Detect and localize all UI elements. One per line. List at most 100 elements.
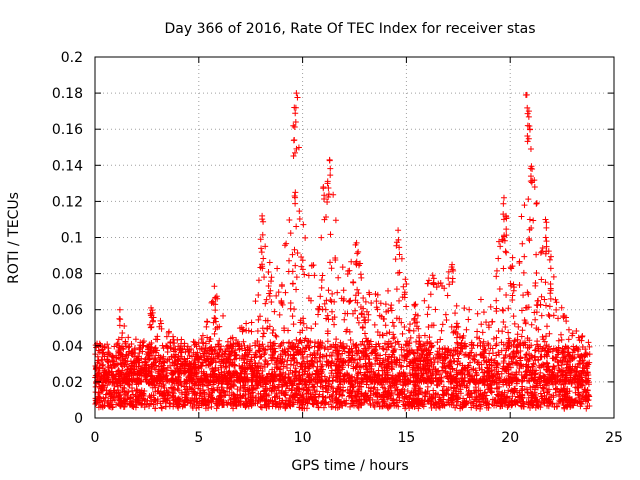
data-point: [299, 405, 306, 412]
data-point: [356, 355, 363, 362]
data-point: [518, 403, 525, 410]
data-point: [111, 396, 118, 403]
data-point: [532, 279, 539, 286]
data-point: [300, 320, 307, 327]
data-point: [407, 349, 414, 356]
data-point: [392, 256, 399, 263]
data-point: [296, 208, 303, 215]
data-point: [284, 357, 291, 364]
data-point: [553, 306, 560, 313]
data-point: [308, 325, 315, 332]
data-point: [167, 339, 174, 346]
data-point: [324, 312, 331, 319]
data-point: [105, 345, 112, 352]
data-point: [287, 230, 294, 237]
data-point: [266, 259, 273, 266]
data-point: [125, 334, 132, 341]
data-point: [150, 392, 157, 399]
data-point: [360, 349, 367, 356]
data-point: [523, 351, 530, 358]
data-point: [547, 295, 554, 302]
data-point: [328, 367, 335, 374]
data-point: [563, 318, 570, 325]
data-point: [332, 217, 339, 224]
data-point: [357, 356, 364, 363]
data-point: [492, 342, 499, 349]
data-point: [169, 384, 176, 391]
data-point: [308, 395, 315, 402]
data-point: [159, 342, 166, 349]
data-point: [503, 292, 510, 299]
data-point: [463, 398, 470, 405]
data-point: [427, 291, 434, 298]
data-point: [490, 335, 497, 342]
data-point: [157, 317, 164, 324]
data-point: [203, 323, 210, 330]
data-point: [209, 298, 216, 305]
data-point: [493, 273, 500, 280]
data-point: [133, 387, 140, 394]
data-point: [261, 351, 268, 358]
data-point: [533, 200, 540, 207]
data-point: [319, 399, 326, 406]
data-point: [396, 297, 403, 304]
data-point: [387, 383, 394, 390]
data-point: [520, 269, 527, 276]
data-point: [260, 330, 267, 337]
data-point: [146, 393, 153, 400]
data-point: [501, 354, 508, 361]
data-point: [561, 405, 568, 412]
data-point: [141, 404, 148, 411]
data-point: [261, 274, 268, 281]
data-point: [532, 347, 539, 354]
data-point: [220, 312, 227, 319]
data-point: [204, 318, 211, 325]
data-point: [249, 389, 256, 396]
data-point: [290, 362, 297, 369]
data-point: [382, 351, 389, 358]
data-point: [538, 293, 545, 300]
data-point: [553, 385, 560, 392]
data-point: [208, 403, 215, 410]
data-point: [432, 390, 439, 397]
data-point: [399, 330, 406, 337]
data-point: [212, 350, 219, 357]
data-point: [320, 404, 327, 411]
data-point: [363, 353, 370, 360]
data-point: [329, 308, 336, 315]
data-point: [325, 287, 332, 294]
data-point: [481, 343, 488, 350]
data-point: [468, 404, 475, 411]
data-point: [479, 329, 486, 336]
data-point: [158, 405, 165, 412]
data-point: [196, 345, 203, 352]
data-point: [174, 385, 181, 392]
data-point: [519, 327, 526, 334]
data-point: [174, 336, 181, 343]
data-point: [346, 298, 353, 305]
data-point: [449, 275, 456, 282]
data-point: [393, 242, 400, 249]
data-point: [332, 388, 339, 395]
data-point: [401, 395, 408, 402]
data-point: [328, 265, 335, 272]
data-point: [521, 202, 528, 209]
data-point: [452, 310, 459, 317]
data-point: [276, 311, 283, 318]
data-point: [493, 340, 500, 347]
data-point: [455, 355, 462, 362]
data-point: [315, 404, 322, 411]
data-point: [281, 358, 288, 365]
data-point: [356, 396, 363, 403]
data-point: [248, 319, 255, 326]
data-point: [407, 321, 414, 328]
data-point: [518, 213, 525, 220]
data-point: [499, 328, 506, 335]
data-point: [334, 289, 341, 296]
data-point: [493, 334, 500, 341]
data-point: [246, 385, 253, 392]
data-point: [326, 343, 333, 350]
data-point: [308, 357, 315, 364]
data-point: [469, 400, 476, 407]
data-point: [170, 333, 177, 340]
